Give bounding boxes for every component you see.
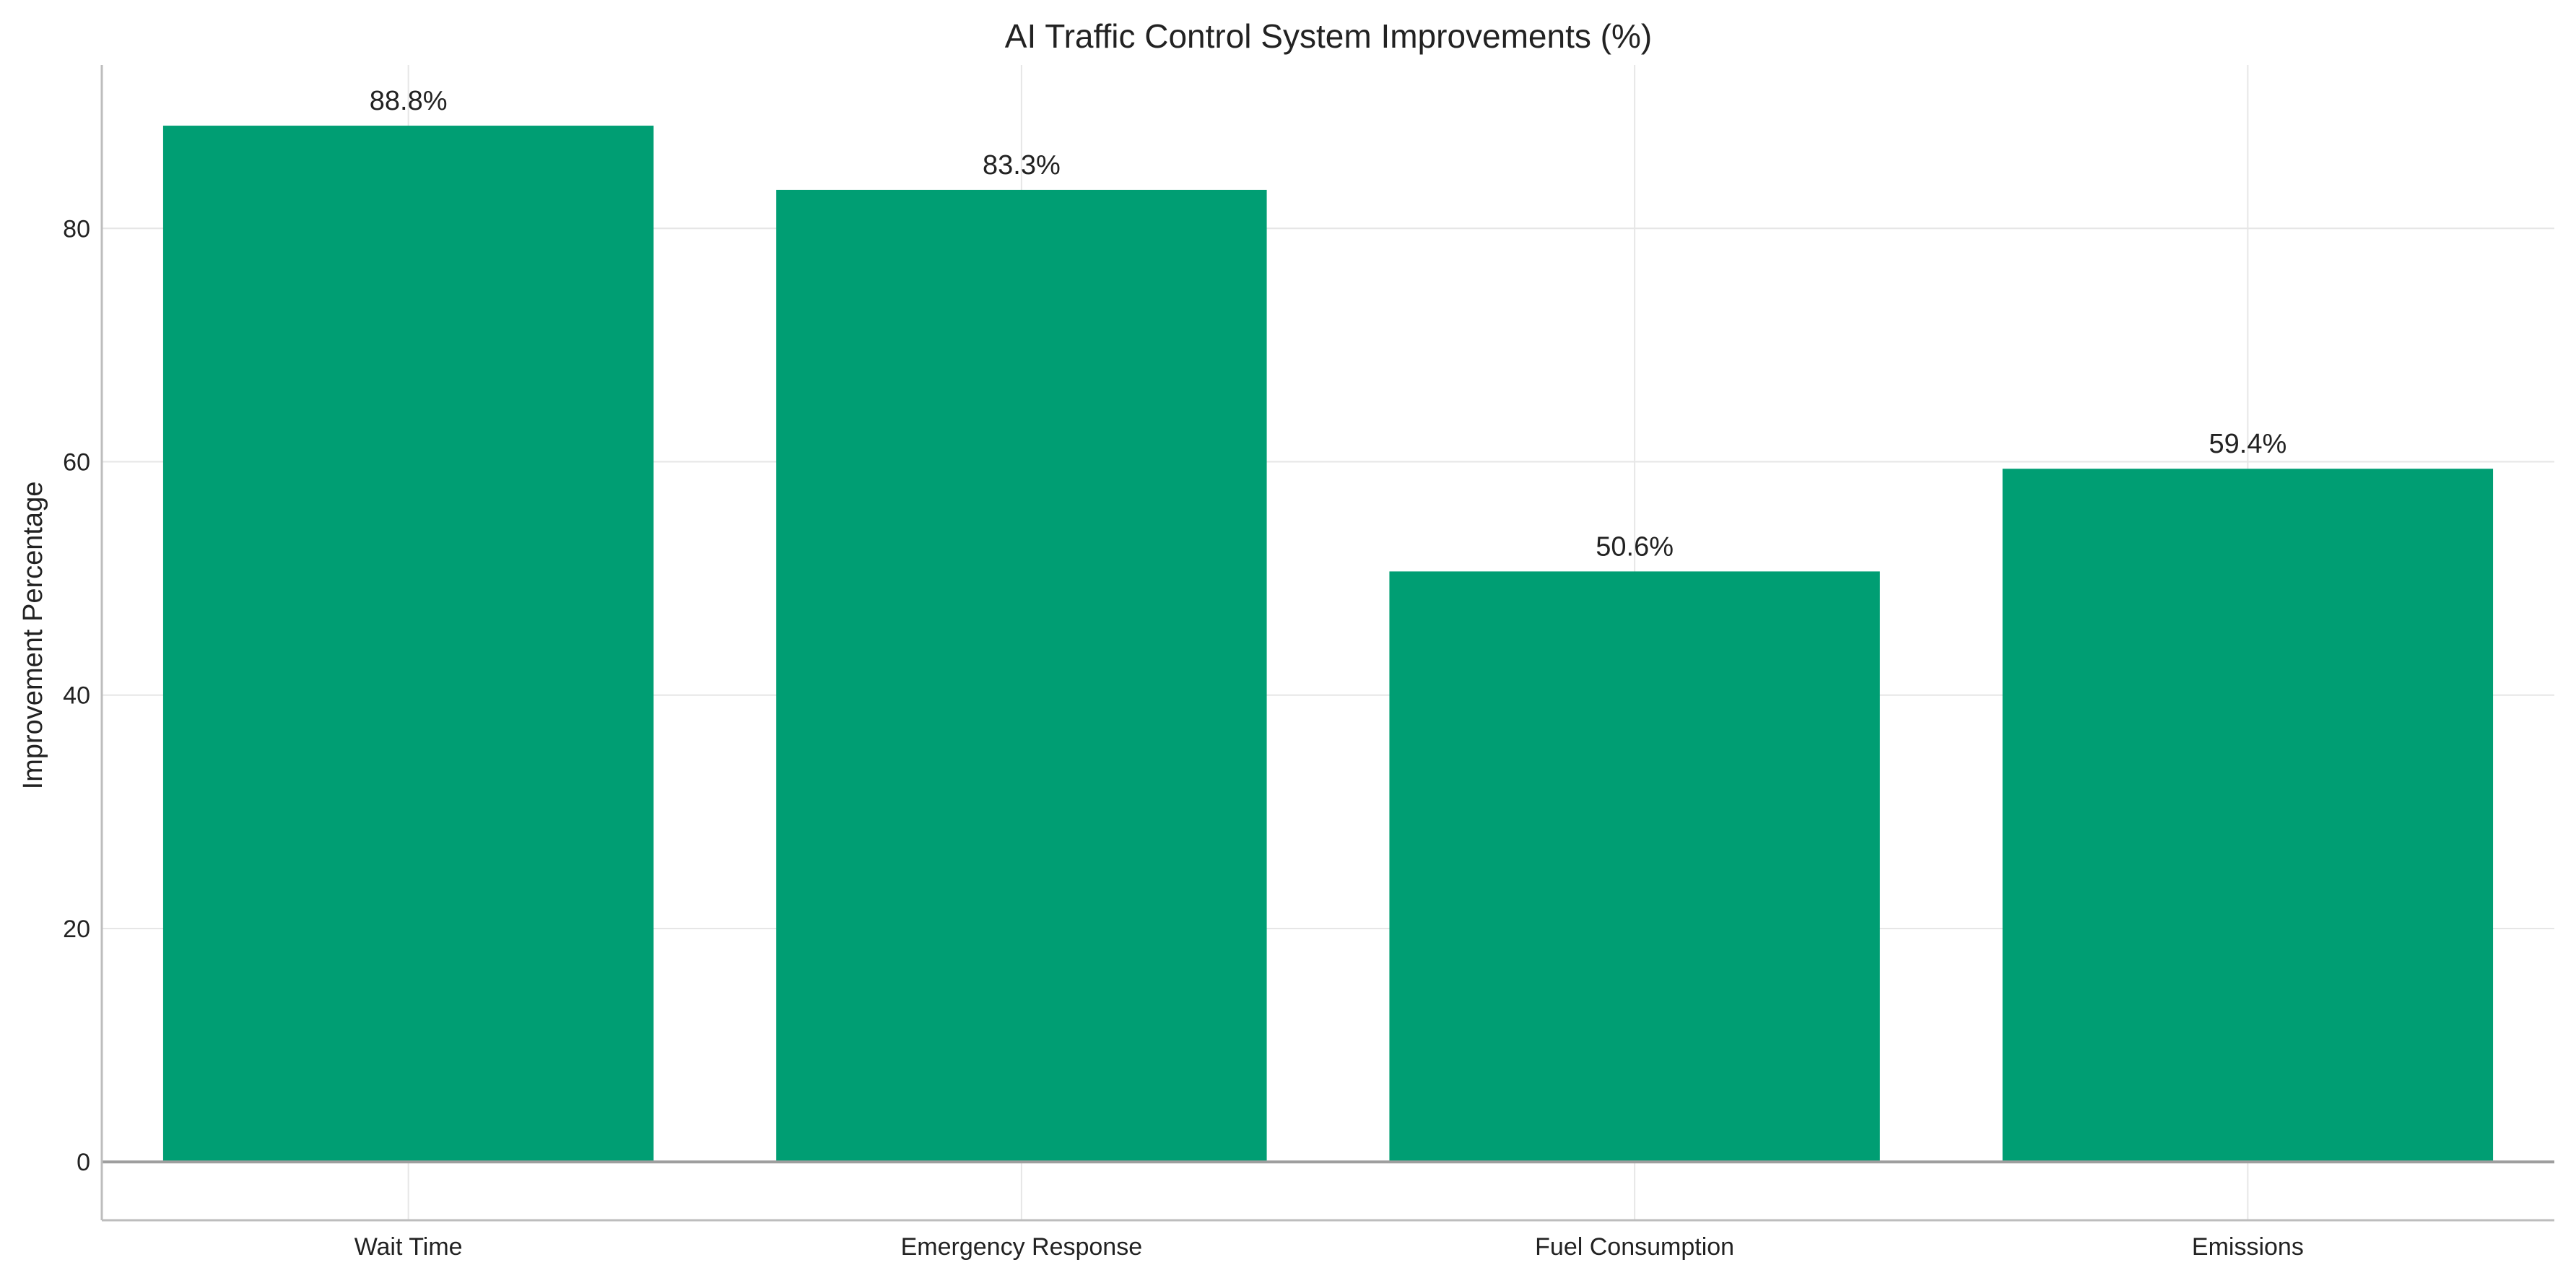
x-tick-label: Emergency Response — [901, 1233, 1143, 1261]
x-tick-label: Fuel Consumption — [1535, 1233, 1734, 1261]
y-tick-label: 80 — [63, 215, 90, 243]
y-tick-label: 40 — [63, 682, 90, 710]
y-axis-label: Improvement Percentage — [18, 482, 48, 790]
bar-value-label: 88.8% — [370, 86, 448, 116]
y-tick-label: 0 — [77, 1149, 90, 1176]
y-tick-label: 20 — [63, 916, 90, 943]
bar — [2002, 469, 2494, 1162]
bar — [1389, 571, 1880, 1162]
bar-value-label: 83.3% — [983, 150, 1061, 181]
bars — [162, 126, 2494, 1162]
bar — [162, 126, 654, 1162]
y-tick-label: 60 — [63, 448, 90, 476]
data-labels: 88.8% 83.3% 50.6% 59.4% — [370, 86, 2287, 562]
chart-title: AI Traffic Control System Improvements (… — [1005, 17, 1652, 55]
x-tick-label: Emissions — [2192, 1233, 2304, 1261]
x-tick-label: Wait Time — [354, 1233, 463, 1261]
ticks: 0 20 40 60 80 Wait Time Emergency Response Fuel… — [63, 215, 2304, 1261]
bar-value-label: 50.6% — [1596, 531, 1674, 562]
bar-value-label: 59.4% — [2209, 429, 2287, 459]
bar — [776, 189, 1267, 1162]
axes-spines — [100, 65, 2554, 1222]
